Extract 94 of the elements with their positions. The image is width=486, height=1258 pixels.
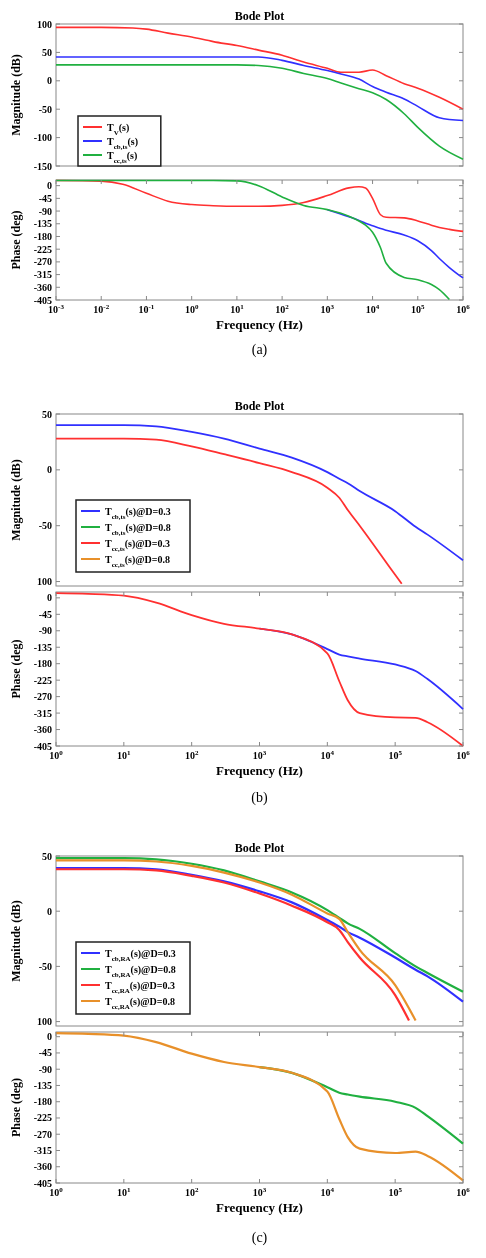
y-tick-label: -315 bbox=[33, 1144, 52, 1156]
legend-label: T$_{V}$(s) bbox=[107, 122, 130, 137]
y-axis-title: Phase (deg) bbox=[9, 639, 23, 699]
y-tick-label: -225 bbox=[33, 674, 52, 686]
y-tick-label: -50 bbox=[38, 960, 52, 972]
x-axis-title: Frequency (Hz) bbox=[216, 1200, 303, 1215]
y-tick-label: -90 bbox=[38, 625, 52, 637]
y-tick-label: -135 bbox=[33, 641, 52, 653]
y-tick-label: 0 bbox=[47, 905, 52, 917]
y-tick-label: -90 bbox=[38, 205, 52, 217]
legend-label: T$_{cc,ts}$(s)@D=0.3 bbox=[105, 538, 170, 553]
y-axis-title: Magnitude (dB) bbox=[9, 459, 23, 541]
legend-label: T$_{cb,ts}$(s)@D=0.3 bbox=[105, 506, 171, 521]
y-tick-label: -180 bbox=[33, 230, 52, 242]
y-tick-label: 50 bbox=[42, 850, 52, 862]
legend-label: T$_{cb,ts}$(s) bbox=[107, 136, 139, 151]
y-tick-label: -135 bbox=[33, 1079, 52, 1091]
y-tick-label: -150 bbox=[33, 160, 52, 172]
y-tick-label: 0 bbox=[47, 464, 52, 476]
y-tick-label: 0 bbox=[47, 75, 52, 87]
x-axis-title: Frequency (Hz) bbox=[216, 763, 303, 778]
y-tick-label: -180 bbox=[33, 658, 52, 670]
y-tick-label: 0 bbox=[47, 1031, 52, 1043]
x-tick-label: 10$^{5}$ bbox=[411, 303, 426, 315]
y-tick-label: 0 bbox=[47, 180, 52, 192]
y-tick-label: -360 bbox=[33, 724, 52, 736]
y-axis-title: Magnitude (dB) bbox=[9, 900, 23, 982]
y-tick-label: -405 bbox=[33, 1177, 52, 1189]
x-tick-label: 10$^{0}$ bbox=[184, 303, 199, 315]
legend-label: T$_{cc,RA}$(s)@D=0.8 bbox=[105, 996, 176, 1011]
y-tick-label: -270 bbox=[33, 1128, 52, 1140]
chart-title: Bode Plot bbox=[234, 9, 285, 23]
x-tick-label: 10$^{0}$ bbox=[49, 1186, 64, 1198]
y-tick-label: -360 bbox=[33, 1161, 52, 1173]
y-tick-label: -50 bbox=[38, 520, 52, 532]
x-tick-label: 10$^{-2}$ bbox=[93, 303, 110, 315]
text: (c) bbox=[251, 1230, 268, 1246]
y-tick-label: -315 bbox=[33, 707, 52, 719]
x-tick-label: 10$^{4}$ bbox=[365, 303, 380, 315]
y-tick-label: 100 bbox=[37, 1016, 52, 1028]
y-tick-label: -45 bbox=[38, 608, 52, 620]
legend-label: T$_{cc,ts}$(s) bbox=[107, 150, 138, 165]
x-tick-label: 10$^{6}$ bbox=[456, 749, 471, 761]
x-tick-label: 10$^{1}$ bbox=[117, 1186, 132, 1198]
y-tick-label: 100 bbox=[37, 18, 52, 30]
y-tick-label: -45 bbox=[38, 1047, 52, 1059]
y-tick-label: 100 bbox=[37, 576, 52, 588]
x-tick-label: 10$^{3}$ bbox=[320, 303, 335, 315]
y-tick-label: -225 bbox=[33, 243, 52, 255]
y-tick-label: -50 bbox=[38, 103, 52, 115]
x-tick-label: 10$^{-1}$ bbox=[138, 303, 155, 315]
text: (a) bbox=[251, 342, 268, 358]
legend-label: T$_{cb,RA}$(s)@D=0.3 bbox=[105, 948, 176, 963]
y-tick-label: -45 bbox=[38, 192, 52, 204]
x-tick-label: 10$^{3}$ bbox=[252, 749, 267, 761]
y-axis-title: Phase (deg) bbox=[9, 210, 23, 270]
x-tick-label: 10$^{-3}$ bbox=[48, 303, 65, 315]
x-tick-label: 10$^{2}$ bbox=[275, 303, 290, 315]
y-tick-label: -180 bbox=[33, 1096, 52, 1108]
y-axis-title: Magnitude (dB) bbox=[9, 54, 23, 136]
x-axis-title: Frequency (Hz) bbox=[216, 317, 303, 332]
y-tick-label: 0 bbox=[47, 592, 52, 604]
y-tick-label: -135 bbox=[33, 218, 52, 230]
legend-label: T$_{cc,ts}$(s)@D=0.8 bbox=[105, 554, 170, 569]
y-tick-label: -100 bbox=[33, 132, 52, 144]
x-tick-label: 10$^{6}$ bbox=[456, 1186, 471, 1198]
y-tick-label: -405 bbox=[33, 740, 52, 752]
x-tick-label: 10$^{3}$ bbox=[252, 1186, 267, 1198]
legend-label: T$_{cc,RA}$(s)@D=0.3 bbox=[105, 980, 176, 995]
chart-title: Bode Plot bbox=[234, 841, 285, 855]
chart-title: Bode Plot bbox=[234, 399, 285, 413]
x-tick-label: 10$^{1}$ bbox=[117, 749, 132, 761]
y-tick-label: -405 bbox=[33, 294, 52, 306]
y-tick-label: -225 bbox=[33, 1112, 52, 1124]
x-tick-label: 10$^{4}$ bbox=[320, 749, 335, 761]
y-tick-label: -270 bbox=[33, 256, 52, 268]
x-tick-label: 10$^{5}$ bbox=[388, 1186, 403, 1198]
y-axis-title: Phase (deg) bbox=[9, 1078, 23, 1137]
legend-label: T$_{cb,RA}$(s)@D=0.8 bbox=[105, 964, 176, 979]
y-tick-label: -270 bbox=[33, 691, 52, 703]
y-tick-label: 50 bbox=[42, 46, 52, 58]
y-tick-label: -315 bbox=[33, 269, 52, 281]
x-tick-label: 10$^{1}$ bbox=[230, 303, 245, 315]
text: (b) bbox=[251, 790, 268, 806]
x-tick-label: 10$^{0}$ bbox=[49, 749, 64, 761]
y-tick-label: -360 bbox=[33, 281, 52, 293]
y-tick-label: -90 bbox=[38, 1063, 52, 1075]
x-tick-label: 10$^{2}$ bbox=[184, 1186, 199, 1198]
x-tick-label: 10$^{4}$ bbox=[320, 1186, 335, 1198]
x-tick-label: 10$^{5}$ bbox=[388, 749, 403, 761]
y-tick-label: 50 bbox=[42, 408, 52, 420]
legend-label: T$_{cb,ts}$(s)@D=0.8 bbox=[105, 522, 171, 537]
x-tick-label: 10$^{2}$ bbox=[184, 749, 199, 761]
x-tick-label: 10$^{6}$ bbox=[456, 303, 471, 315]
